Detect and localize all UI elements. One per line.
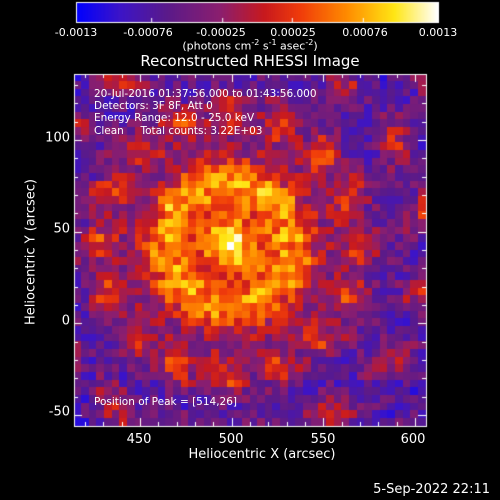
colorbar-tick-label: -0.00076 (123, 26, 173, 39)
annotation-clean: Clean Total counts: 3.22E+03 (94, 124, 263, 137)
colorbar-tick-label: 0.0013 (418, 26, 458, 39)
colorbar-tick-label: -0.00025 (196, 26, 246, 39)
x-axis-label: Heliocentric X (arcsec) (188, 447, 336, 462)
x-tick-label: 450 (126, 432, 152, 447)
x-tick-label: 500 (218, 432, 244, 447)
colorbar-units: (photons cm-2 s-1 asec-2) (182, 38, 318, 53)
annotation-time: 20-Jul-2016 01:37:56.000 to 01:43:56.000 (94, 88, 317, 100)
y-axis-label: Heliocentric Y (arcsec) (23, 179, 39, 325)
x-tick-label: 600 (400, 432, 426, 447)
annotation-detectors: Detectors: 3F 8F, Att 0 (94, 100, 213, 113)
plot-title: Reconstructed RHESSI Image (140, 52, 360, 70)
y-tick-label: 50 (53, 221, 70, 237)
y-tick-label: 0 (61, 313, 70, 329)
annotation-peak: Position of Peak = [514,26] (94, 396, 238, 408)
colorbar-tick-label: 0.00025 (270, 26, 316, 39)
colorbar-tick-label: -0.0013 (54, 26, 98, 39)
x-tick-label: 550 (310, 432, 336, 447)
y-tick-label: 100 (45, 130, 70, 146)
colorbar-tick-label: 0.00076 (342, 26, 388, 39)
annotation-block: 20-Jul-2016 01:37:56.000 to 01:43:56.000… (94, 88, 317, 137)
y-tick-label: -50 (48, 404, 70, 420)
annotation-energy: Energy Range: 12.0 - 25.0 keV (94, 112, 255, 125)
timestamp-footer: 5-Sep-2022 22:11 (373, 482, 490, 497)
